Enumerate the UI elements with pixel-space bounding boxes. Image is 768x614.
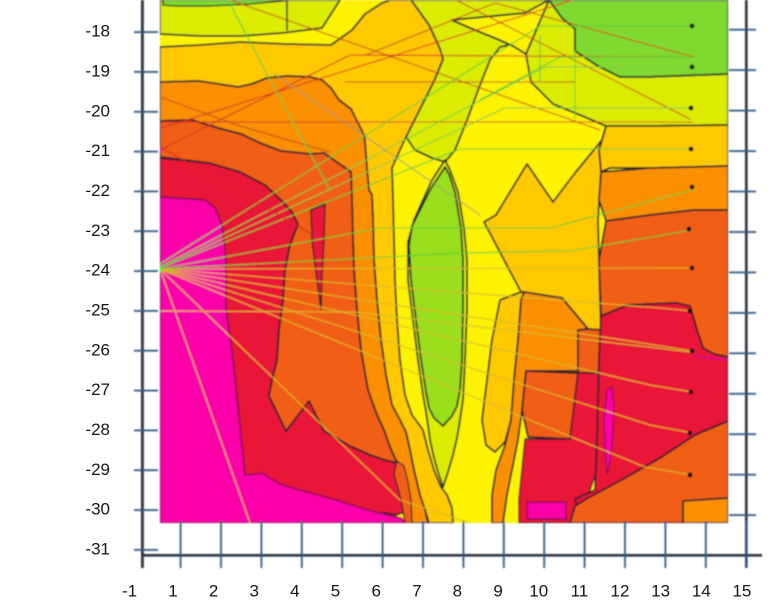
svg-text:-31: -31	[85, 540, 110, 559]
svg-text:5: 5	[331, 582, 340, 601]
svg-text:15: 15	[732, 582, 751, 601]
svg-text:10: 10	[529, 582, 548, 601]
svg-text:-26: -26	[85, 340, 110, 359]
svg-text:-22: -22	[85, 181, 110, 200]
svg-text:-27: -27	[85, 380, 110, 399]
svg-text:13: 13	[651, 582, 670, 601]
svg-text:8: 8	[453, 582, 462, 601]
svg-text:-1: -1	[122, 582, 137, 601]
svg-text:7: 7	[412, 582, 421, 601]
svg-text:6: 6	[371, 582, 380, 601]
svg-text:-29: -29	[85, 460, 110, 479]
svg-text:-25: -25	[85, 301, 110, 320]
svg-text:3: 3	[249, 582, 258, 601]
svg-text:-30: -30	[85, 500, 110, 519]
svg-text:4: 4	[290, 582, 299, 601]
svg-text:-21: -21	[85, 141, 110, 160]
svg-text:-20: -20	[85, 101, 110, 120]
svg-text:-28: -28	[85, 420, 110, 439]
svg-text:2: 2	[209, 582, 218, 601]
svg-text:-18: -18	[85, 22, 110, 41]
svg-text:-19: -19	[85, 62, 110, 81]
svg-text:14: 14	[692, 582, 711, 601]
svg-text:11: 11	[571, 582, 589, 601]
svg-text:1: 1	[168, 582, 177, 601]
svg-text:-24: -24	[85, 261, 110, 280]
svg-text:-23: -23	[85, 221, 110, 240]
svg-text:12: 12	[611, 582, 630, 601]
svg-text:9: 9	[493, 582, 502, 601]
